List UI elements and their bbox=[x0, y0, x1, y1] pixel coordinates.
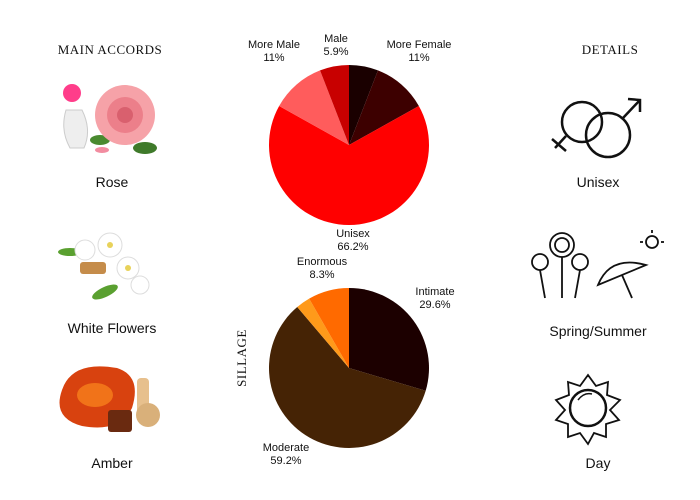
pie-slice-moderate bbox=[268, 307, 426, 449]
pie-label-moderate: Moderate 59.2% bbox=[262, 442, 310, 467]
accord-label-amber: Amber bbox=[91, 455, 133, 471]
main-accords-heading: MAIN ACCORDS bbox=[57, 42, 163, 57]
flowers-umbrella-sun-icon bbox=[531, 230, 664, 299]
sillage-axis-title: SILLAGE bbox=[234, 329, 249, 387]
detail-label-season: Spring/Summer bbox=[549, 323, 647, 339]
pie-slice-more-female bbox=[349, 70, 419, 145]
detail-label-gender: Unisex bbox=[576, 174, 620, 190]
rose-image bbox=[63, 84, 157, 154]
detail-label-time: Day bbox=[585, 455, 611, 471]
accord-label-rose: Rose bbox=[95, 174, 129, 190]
pie-label-more-male: More Male 11% bbox=[248, 39, 300, 64]
pie-label-enormous: Enormous 8.3% bbox=[296, 256, 348, 281]
pie-slice-unisex bbox=[269, 106, 430, 225]
accord-label-white-flowers: White Flowers bbox=[67, 320, 157, 336]
pie-slice-enormous bbox=[309, 288, 349, 368]
pie-slice-more-male bbox=[279, 70, 349, 145]
pie-slice-male bbox=[320, 65, 349, 145]
sun-icon bbox=[554, 373, 622, 446]
gender-symbols-icon bbox=[551, 97, 642, 159]
pie-slice-intimate bbox=[349, 288, 429, 391]
pie-slice-female bbox=[349, 65, 378, 145]
pie-slice-strong bbox=[297, 298, 349, 368]
amber-image bbox=[59, 366, 160, 432]
pie-label-unisex: Unisex 66.2% bbox=[336, 228, 370, 253]
details-heading: DETAILS bbox=[581, 42, 639, 57]
pie-label-more-female: More Female 11% bbox=[386, 39, 452, 64]
white-flowers-image bbox=[58, 232, 150, 300]
pie-label-male: Male 5.9% bbox=[323, 33, 349, 58]
pie-label-intimate: Intimate 29.6% bbox=[415, 286, 455, 311]
